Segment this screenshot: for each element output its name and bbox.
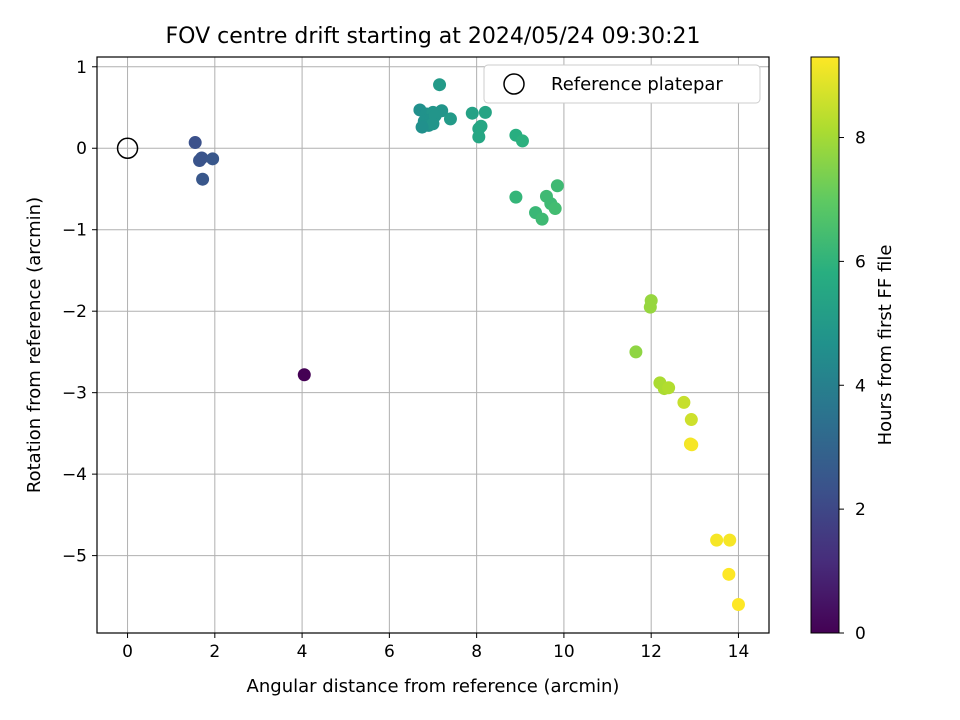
reference-marker-group [116,137,139,159]
y-tick-label: −5 [62,547,87,567]
data-point [465,106,479,120]
y-axis: 1 0 −1 −2 −3 −4 −5 [62,58,97,567]
data-point [662,381,676,395]
data-point [731,597,745,611]
data-point [548,202,562,216]
data-point [474,119,488,133]
legend: Reference platepar [483,64,761,104]
data-point [535,212,549,226]
data-point [722,567,736,581]
colorbar-tick-label: 6 [855,252,866,272]
colorbar-tick-label: 4 [855,376,866,396]
data-point [509,190,523,204]
data-point [297,368,311,382]
data-point [196,172,210,186]
data-point [550,179,564,193]
x-tick-label: 2 [209,642,220,662]
y-tick-label: −2 [62,302,87,322]
data-point [629,345,643,359]
data-point [684,413,698,427]
legend-marker-open-circle [503,73,525,95]
x-tick-label: 0 [122,642,133,662]
legend-entry-reference: Reference platepar [551,74,723,95]
x-tick-label: 6 [384,642,395,662]
data-point [710,533,724,547]
data-points [188,78,745,611]
y-tick-label: −3 [62,384,87,404]
colorbar: 0 2 4 6 8 Hours from first FF file [810,56,896,644]
data-point [193,153,207,167]
x-tick-label: 12 [640,642,662,662]
chart-title: FOV centre drift starting at 2024/05/24 … [166,24,701,49]
data-point [677,395,691,409]
x-tick-label: 8 [471,642,482,662]
data-point [443,112,457,126]
data-point [433,78,447,92]
colorbar-tick-label: 2 [855,500,866,520]
data-point [723,533,737,547]
y-tick-label: 0 [76,139,87,159]
reference-platepar-marker [116,137,139,159]
x-tick-label: 4 [297,642,308,662]
data-point [426,117,440,131]
y-tick-label: −4 [62,465,87,485]
data-point [188,136,202,150]
y-tick-label: 1 [76,58,87,78]
y-tick-label: −1 [62,221,87,241]
x-axis-label: Angular distance from reference (arcmin) [247,676,620,697]
data-point [643,300,657,314]
data-point [515,134,529,148]
data-point [478,105,492,119]
data-point [206,152,220,166]
plot-frame [96,56,770,634]
data-point [472,130,486,144]
grid [97,57,769,633]
colorbar-gradient [810,56,840,634]
x-tick-label: 10 [553,642,575,662]
y-axis-label: Rotation from reference (arcmin) [24,197,45,493]
data-point [685,438,699,452]
colorbar-ticks: 0 2 4 6 8 [839,129,866,644]
data-point [415,120,429,134]
colorbar-tick-label: 0 [855,624,866,644]
colorbar-tick-label: 8 [855,129,866,149]
x-tick-label: 14 [728,642,750,662]
colorbar-label: Hours from first FF file [875,245,896,446]
x-axis: 0 2 4 6 8 10 12 14 [122,633,749,662]
legend-box [483,64,761,104]
